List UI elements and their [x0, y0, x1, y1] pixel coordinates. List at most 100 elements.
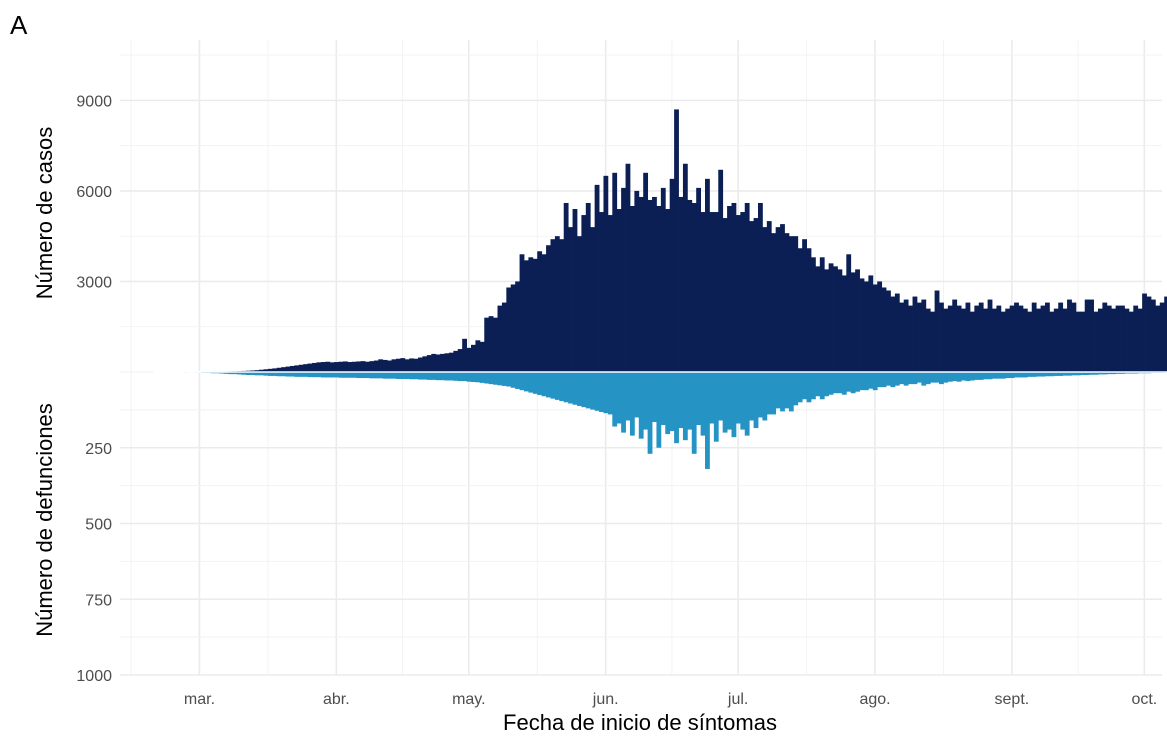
death-bar: [1115, 372, 1121, 374]
case-bar: [342, 361, 348, 372]
case-bar: [334, 362, 339, 372]
case-bar: [607, 215, 613, 372]
case-bar: [713, 212, 719, 372]
case-bar: [1159, 302, 1165, 372]
case-bar: [546, 245, 551, 372]
case-bar: [501, 302, 507, 372]
case-bar: [1150, 299, 1156, 372]
death-bar: [947, 372, 953, 382]
death-bar: [806, 372, 812, 403]
case-bar: [612, 172, 618, 372]
death-bar: [272, 372, 278, 376]
case-bar: [696, 187, 702, 372]
case-bar: [387, 360, 392, 372]
case-bar: [775, 227, 781, 372]
case-bar: [674, 109, 679, 373]
death-bar: [612, 372, 618, 427]
case-bar: [965, 302, 971, 372]
case-bar: [771, 233, 777, 372]
case-bar: [908, 305, 913, 372]
death-bar: [788, 372, 794, 412]
case-bar: [872, 284, 878, 372]
case-bar: [952, 299, 958, 372]
case-bar: [788, 236, 794, 372]
case-bar: [1049, 311, 1055, 372]
case-bar: [576, 236, 582, 372]
death-bar: [691, 372, 697, 454]
death-bar: [1075, 372, 1081, 376]
case-bar: [797, 248, 803, 372]
death-bar: [1097, 372, 1103, 375]
death-bar: [581, 372, 587, 408]
death-bar: [325, 372, 331, 378]
case-bar: [762, 227, 768, 372]
y-axis-title-cases: Número de casos: [32, 127, 57, 299]
death-bar: [939, 372, 944, 385]
death-bar: [493, 372, 498, 385]
case-bar: [488, 316, 494, 372]
case-bar: [987, 299, 993, 372]
case-bar: [894, 293, 900, 372]
case-bar: [413, 358, 419, 372]
case-bar: [682, 163, 688, 372]
death-bar: [894, 372, 900, 386]
x-axis-title: Fecha de inicio de síntomas: [503, 710, 777, 735]
death-bar: [1027, 372, 1033, 377]
case-bar: [267, 368, 273, 372]
case-bar: [1146, 296, 1152, 372]
case-bar: [404, 359, 410, 372]
case-bar: [1111, 308, 1117, 372]
case-bar: [524, 260, 529, 372]
death-bar: [356, 372, 362, 379]
death-bar: [250, 372, 256, 376]
death-bar: [457, 372, 463, 382]
death-bar: [329, 372, 335, 378]
case-bar: [718, 169, 724, 372]
death-bar: [1106, 372, 1112, 375]
death-bar: [320, 372, 326, 378]
case-bar: [303, 364, 309, 372]
death-bar: [1031, 372, 1037, 377]
case-bar: [1155, 305, 1161, 372]
case-bar: [1102, 302, 1108, 372]
death-bar: [647, 372, 653, 454]
death-bar: [1093, 372, 1099, 375]
case-bar: [1053, 308, 1059, 372]
y-axis-title-deaths: Número de defunciones: [32, 403, 57, 637]
x-tick-label: mar.: [184, 691, 215, 708]
death-bar: [682, 372, 688, 441]
death-bar: [965, 372, 971, 382]
death-bar: [908, 372, 913, 385]
death-bar: [281, 372, 286, 377]
case-bar: [1018, 305, 1024, 372]
case-bar: [638, 196, 644, 372]
death-bar: [758, 372, 763, 418]
case-bar: [554, 236, 560, 372]
death-bar: [961, 372, 966, 381]
death-bar: [1102, 372, 1108, 375]
case-bar: [868, 275, 874, 372]
x-tick-label: oct.: [1131, 691, 1157, 708]
death-bar: [1049, 372, 1055, 377]
x-tick-label: abr.: [323, 691, 350, 708]
case-bar: [338, 361, 344, 372]
death-bar: [797, 372, 803, 403]
death-bar: [824, 372, 830, 397]
death-bar: [921, 372, 927, 386]
case-bar: [316, 362, 322, 372]
death-bar: [475, 372, 481, 383]
death-bar: [237, 372, 242, 375]
death-bar: [524, 372, 529, 392]
case-bar: [731, 202, 737, 372]
case-bar: [1000, 311, 1006, 372]
case-bar: [660, 187, 666, 372]
case-bar: [753, 218, 759, 372]
death-bar: [868, 372, 874, 389]
death-bar: [497, 372, 503, 386]
death-bar: [793, 372, 799, 406]
case-bar: [930, 311, 936, 372]
death-bar: [881, 372, 887, 388]
death-bar: [1014, 372, 1019, 378]
death-bar: [1036, 372, 1041, 377]
death-bar: [585, 372, 591, 409]
